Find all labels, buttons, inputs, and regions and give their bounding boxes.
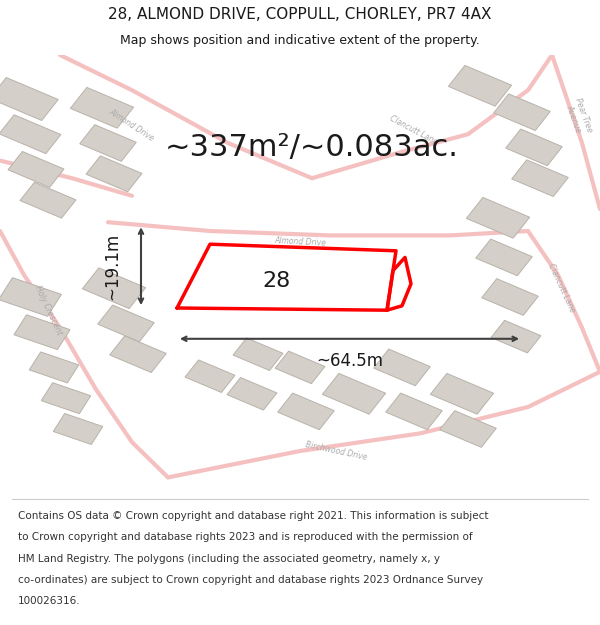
Polygon shape [512, 160, 568, 196]
Polygon shape [8, 151, 64, 188]
Polygon shape [233, 338, 283, 371]
Polygon shape [98, 305, 154, 342]
Text: to Crown copyright and database rights 2023 and is reproduced with the permissio: to Crown copyright and database rights 2… [18, 532, 473, 542]
Polygon shape [0, 78, 58, 121]
Text: Contains OS data © Crown copyright and database right 2021. This information is : Contains OS data © Crown copyright and d… [18, 511, 488, 521]
Text: Clancutt Lane: Clancutt Lane [388, 113, 440, 146]
Polygon shape [80, 124, 136, 161]
Polygon shape [448, 66, 512, 106]
Polygon shape [440, 411, 496, 447]
Polygon shape [476, 239, 532, 276]
Text: 28: 28 [262, 271, 290, 291]
Text: Almond Drive: Almond Drive [108, 107, 156, 143]
Text: Clancutt Lane: Clancutt Lane [546, 262, 576, 314]
Polygon shape [494, 94, 550, 131]
Polygon shape [53, 414, 103, 444]
Polygon shape [386, 393, 442, 430]
Text: 100026316.: 100026316. [18, 596, 80, 606]
Polygon shape [466, 198, 530, 238]
Polygon shape [227, 378, 277, 410]
Polygon shape [110, 336, 166, 372]
Text: Pear Tree
Avenue: Pear Tree Avenue [564, 96, 594, 137]
Polygon shape [14, 315, 70, 349]
Polygon shape [29, 352, 79, 383]
Polygon shape [185, 360, 235, 392]
Text: 28, ALMOND DRIVE, COPPULL, CHORLEY, PR7 4AX: 28, ALMOND DRIVE, COPPULL, CHORLEY, PR7 … [108, 8, 492, 22]
Polygon shape [506, 129, 562, 166]
Text: co-ordinates) are subject to Crown copyright and database rights 2023 Ordnance S: co-ordinates) are subject to Crown copyr… [18, 575, 483, 585]
Text: Map shows position and indicative extent of the property.: Map shows position and indicative extent… [120, 34, 480, 48]
Text: Birchwood Drive: Birchwood Drive [304, 440, 368, 462]
Polygon shape [0, 278, 61, 316]
Polygon shape [482, 279, 538, 316]
Polygon shape [20, 182, 76, 218]
Polygon shape [278, 393, 334, 430]
Polygon shape [41, 382, 91, 414]
Polygon shape [70, 88, 134, 128]
Text: ~64.5m: ~64.5m [316, 352, 383, 370]
Text: Almond Drive: Almond Drive [274, 236, 326, 248]
Text: ~19.1m: ~19.1m [103, 232, 121, 300]
Polygon shape [430, 373, 494, 414]
Polygon shape [322, 373, 386, 414]
Text: Holy Crescent: Holy Crescent [32, 284, 64, 336]
Text: HM Land Registry. The polygons (including the associated geometry, namely x, y: HM Land Registry. The polygons (includin… [18, 554, 440, 564]
Polygon shape [82, 268, 146, 309]
Polygon shape [491, 321, 541, 353]
Text: ~337m²/~0.083ac.: ~337m²/~0.083ac. [165, 133, 459, 162]
Polygon shape [86, 156, 142, 192]
Polygon shape [275, 351, 325, 384]
Polygon shape [0, 115, 61, 154]
Polygon shape [374, 349, 430, 386]
